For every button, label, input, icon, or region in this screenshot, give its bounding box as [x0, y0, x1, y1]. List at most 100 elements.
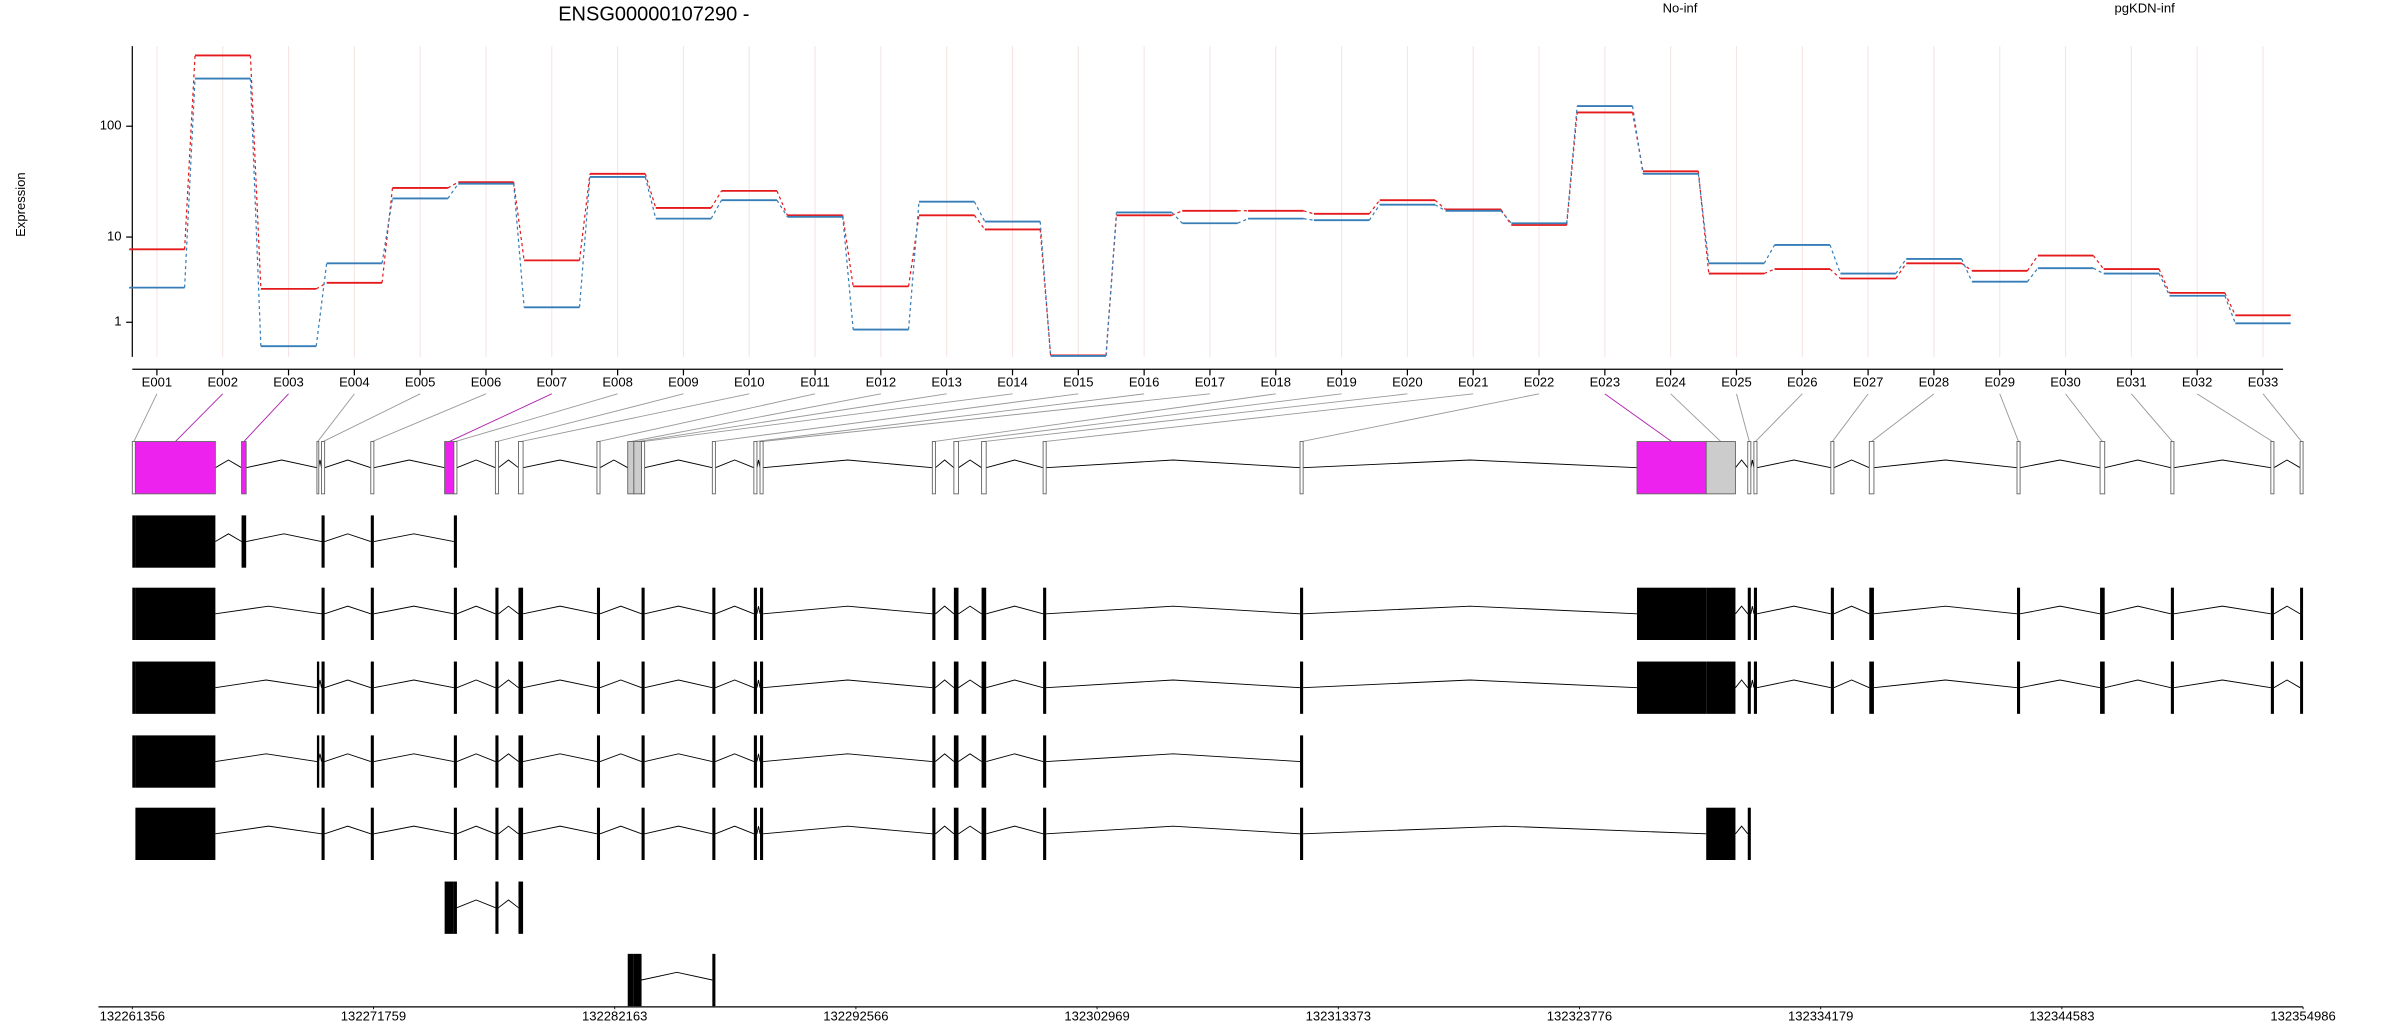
intron: [522, 459, 598, 469]
connector: [1434, 204, 1446, 212]
transcript-exon: [932, 735, 936, 788]
x-tick-label: E018: [1261, 375, 1292, 390]
transcript-exon: [641, 587, 645, 640]
exon: [1830, 441, 1835, 495]
transcript-exon: [712, 587, 716, 640]
exon-link: [956, 393, 1342, 442]
intron: [715, 459, 755, 469]
connector: [710, 199, 723, 219]
intron: [644, 825, 713, 835]
intron: [498, 825, 519, 835]
exon: [2270, 441, 2275, 495]
exon-link: [2065, 393, 2103, 442]
intron: [986, 825, 1044, 835]
exon: [1636, 441, 1707, 495]
transcript-exon: [753, 661, 757, 714]
x-tick-label: E001: [142, 375, 173, 390]
connector: [907, 215, 920, 287]
intron: [644, 605, 713, 615]
intron: [2104, 605, 2171, 615]
intron: [1873, 605, 2018, 615]
transcript-exon: [453, 735, 457, 788]
connector: [1895, 258, 1907, 274]
transcript-exon: [712, 661, 716, 714]
intron: [756, 753, 761, 762]
intron: [2019, 679, 2101, 689]
connector: [842, 215, 854, 287]
x-tick-label: E026: [1787, 375, 1818, 390]
connector: [578, 176, 591, 308]
connector: [381, 187, 394, 283]
intron: [324, 605, 371, 615]
transcript-exon: [1043, 661, 1047, 714]
transcript-exon: [370, 587, 374, 640]
connector: [1829, 244, 1841, 274]
exon-link: [455, 393, 618, 442]
intron: [1873, 679, 2018, 689]
intron: [715, 605, 755, 615]
exon-link: [322, 393, 421, 442]
transcript-exon: [518, 661, 524, 714]
genomic-tick-label: 132354986: [2270, 1008, 2335, 1023]
connector: [2224, 292, 2236, 316]
connector: [907, 201, 920, 330]
genomic-tick-label: 132344583: [2029, 1008, 2094, 1023]
transcript-exon: [370, 807, 374, 860]
connector: [1961, 258, 1973, 282]
transcript-exon: [753, 735, 757, 788]
connector: [1171, 212, 1183, 224]
x-tick-label: E002: [207, 375, 238, 390]
intron: [373, 679, 454, 689]
intron: [2104, 679, 2171, 689]
exon-link: [243, 393, 289, 442]
intron: [456, 825, 496, 835]
genomic-tick-label: 132302969: [1064, 1008, 1129, 1023]
genomic-tick-label: 132334179: [1788, 1008, 1853, 1023]
connector: [842, 216, 854, 330]
exon: [596, 441, 601, 495]
connector: [1697, 173, 1710, 264]
transcript-exon: [953, 735, 959, 788]
exon: [518, 441, 524, 495]
intron: [1303, 459, 1638, 469]
transcript-exon: [1300, 807, 1304, 860]
connector: [973, 214, 986, 230]
exon: [1868, 441, 1875, 495]
connector: [1368, 199, 1381, 215]
transcript-exon: [135, 735, 216, 788]
intron: [456, 605, 496, 615]
intron: [498, 899, 519, 909]
intron: [935, 459, 955, 469]
exon: [316, 441, 320, 495]
transcript-exon: [1753, 661, 1757, 714]
exon-link: [643, 393, 1013, 442]
transcript-exon: [316, 735, 320, 788]
connector: [578, 173, 591, 261]
connector: [644, 176, 657, 219]
exon-link: [1871, 393, 1935, 442]
connector: [513, 182, 525, 261]
exon: [321, 441, 326, 495]
transcript-exon: [453, 881, 457, 934]
intron: [2019, 459, 2101, 469]
transcript-exon: [453, 515, 457, 568]
exon-link: [983, 393, 1408, 442]
transcript-exon: [953, 661, 959, 714]
exon: [444, 441, 455, 495]
y-tick-label: 1: [114, 314, 121, 329]
transcript-exon: [1706, 807, 1736, 860]
intron: [1833, 679, 1870, 689]
exon: [134, 441, 216, 495]
x-tick-label: E025: [1721, 375, 1752, 390]
intron: [324, 825, 371, 835]
connector: [1237, 218, 1249, 224]
exon-link: [713, 393, 1079, 442]
transcript-exon: [932, 587, 936, 640]
x-tick-label: E003: [273, 375, 304, 390]
x-tick-label: E016: [1129, 375, 1160, 390]
intron: [498, 605, 519, 615]
transcript-exon: [495, 881, 499, 934]
intron: [2019, 605, 2101, 615]
transcript-exon: [596, 587, 601, 640]
